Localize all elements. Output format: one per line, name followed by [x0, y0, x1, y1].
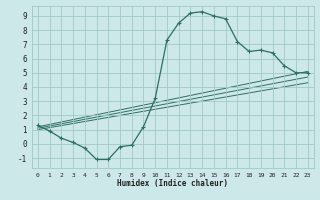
X-axis label: Humidex (Indice chaleur): Humidex (Indice chaleur): [117, 179, 228, 188]
